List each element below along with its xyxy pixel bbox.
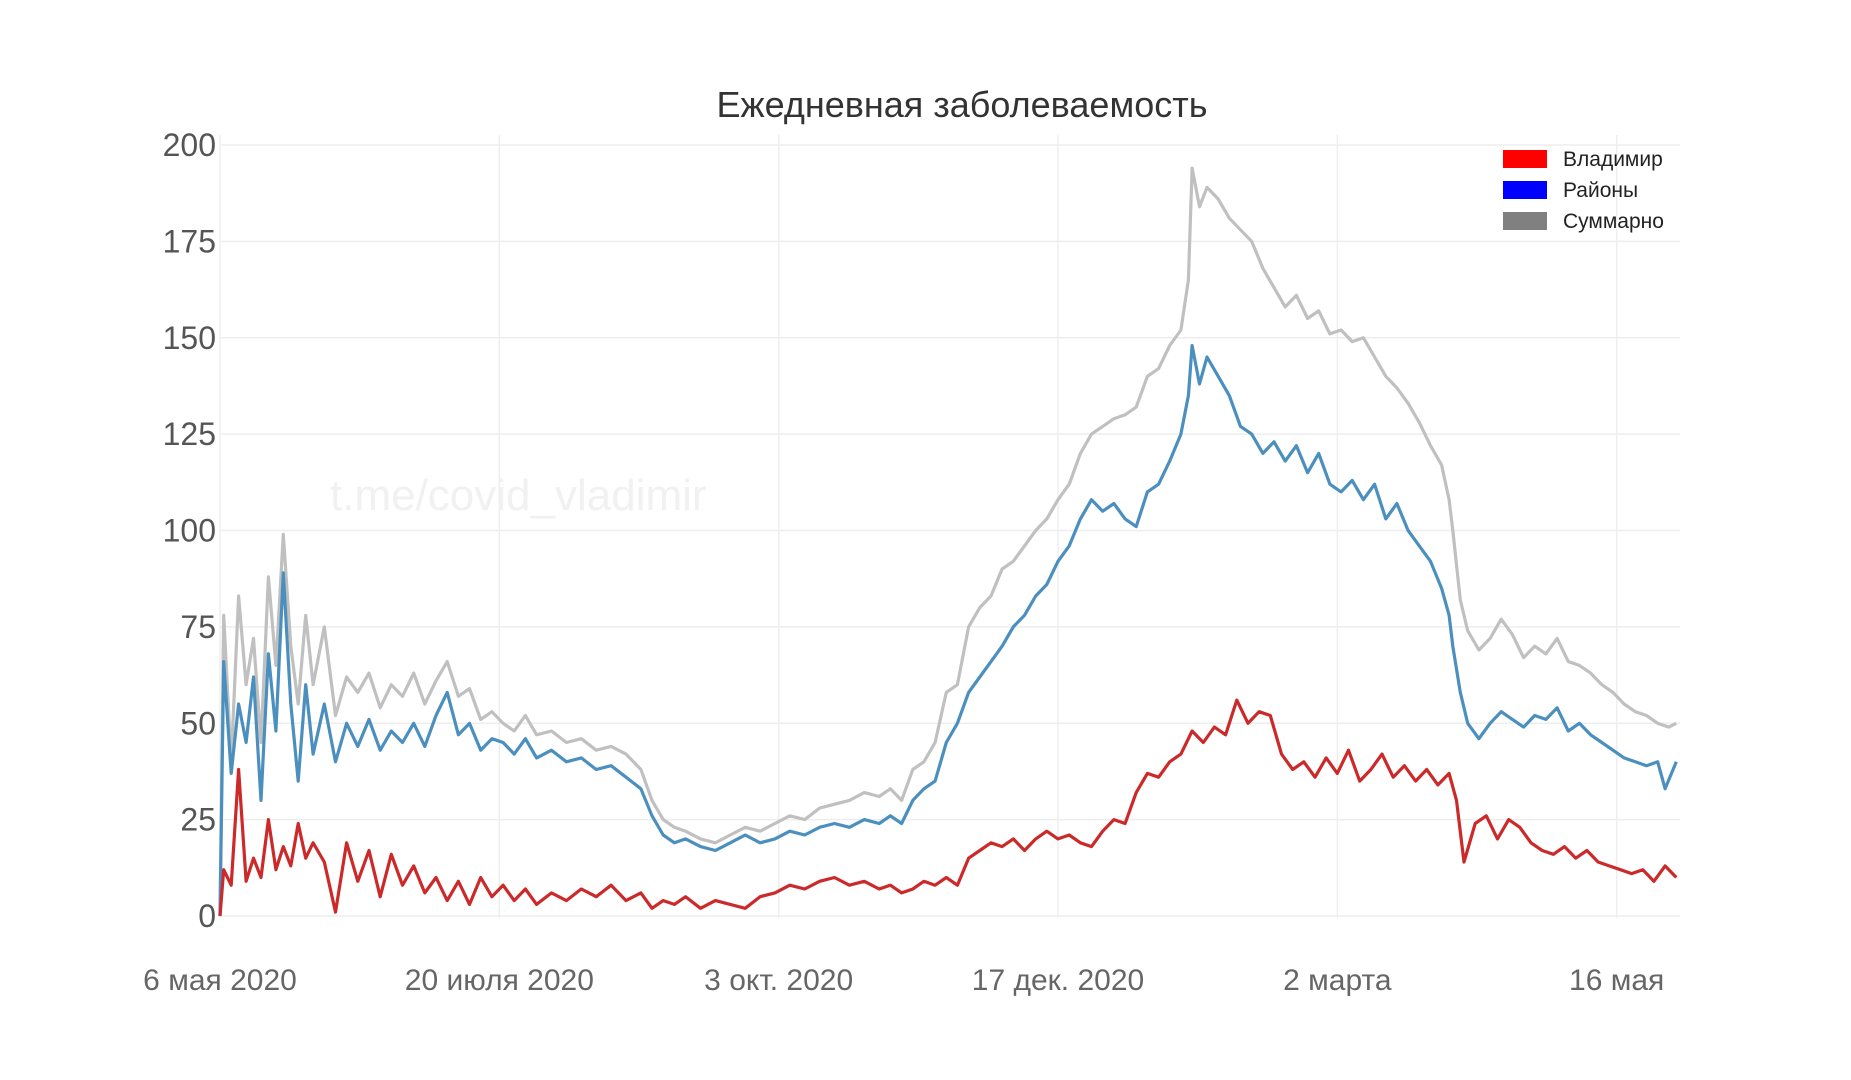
x-tick-label: 3 окт. 2020 — [704, 964, 853, 997]
x-tick-label: 20 июля 2020 — [405, 964, 594, 997]
y-axis: 0 25 50 75 100 125 150 175 200 — [163, 127, 216, 934]
legend-swatch — [1503, 181, 1547, 199]
y-tick-label: 75 — [180, 609, 216, 645]
series-lines — [218, 166, 1678, 917]
y-tick-label: 125 — [163, 416, 216, 452]
chart-title: Ежедневная заболеваемость — [717, 84, 1208, 125]
y-tick-label: 150 — [163, 320, 216, 356]
x-tick-label: 16 мая — [1569, 964, 1664, 997]
grid-lines — [219, 135, 1680, 918]
y-tick-label: 50 — [180, 705, 216, 741]
y-tick-label: 200 — [163, 127, 216, 163]
x-tick-label: 6 мая 2020 — [143, 964, 297, 997]
legend-label: Районы — [1563, 179, 1638, 202]
legend: Владимир Районы Суммарно — [1503, 148, 1664, 233]
y-tick-label: 0 — [198, 898, 216, 934]
legend-swatch — [1503, 150, 1547, 168]
x-tick-label: 17 дек. 2020 — [972, 964, 1144, 997]
series-line-Владимир — [218, 698, 1678, 917]
y-tick-label: 175 — [163, 223, 216, 259]
legend-swatch — [1503, 212, 1547, 230]
watermark-text: t.me/covid_vladimir — [330, 471, 707, 520]
legend-label: Суммарно — [1563, 210, 1664, 233]
series-line-Суммарно — [218, 166, 1678, 917]
x-tick-label: 2 марта — [1283, 964, 1392, 997]
y-tick-label: 25 — [180, 802, 216, 838]
x-axis: 6 мая 2020 20 июля 2020 3 окт. 2020 17 дек.… — [143, 964, 1664, 997]
series-line-Районы — [218, 343, 1678, 917]
y-tick-label: 100 — [163, 513, 216, 549]
legend-label: Владимир — [1563, 148, 1663, 171]
